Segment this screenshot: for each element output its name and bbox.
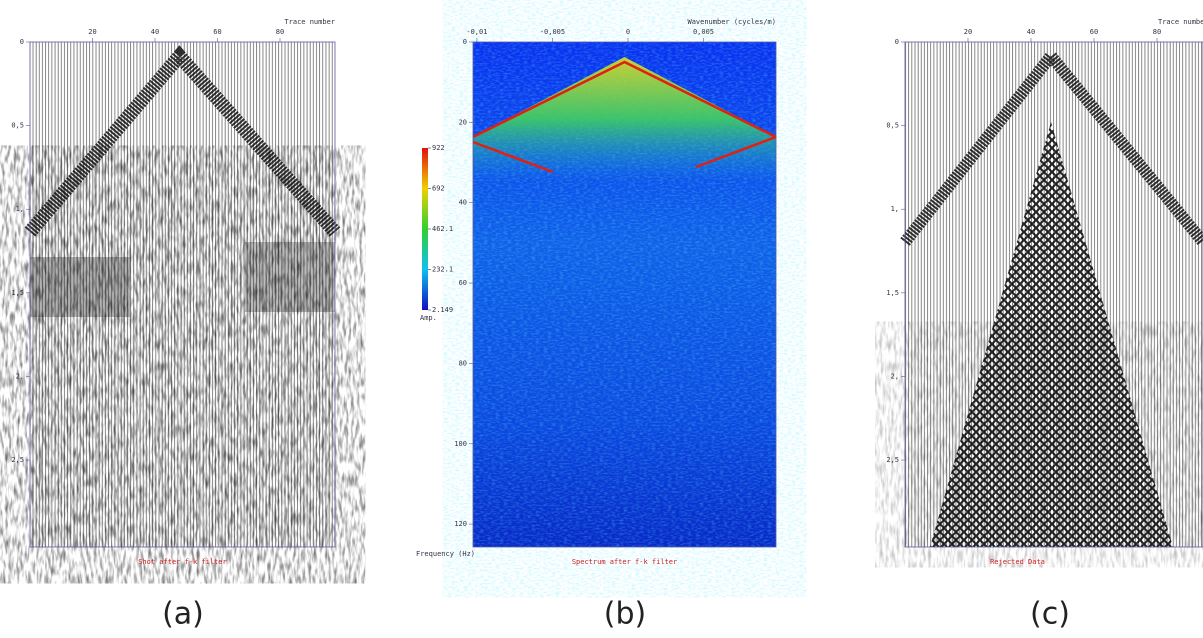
panel-label: (c) — [1030, 597, 1070, 632]
x-tick-label: 80 — [276, 28, 284, 36]
x-tick-label: 60 — [1090, 28, 1098, 36]
caption: Shot after f-k filter — [138, 558, 227, 566]
colorbar-label: 922 — [432, 144, 445, 152]
colorbar-label: 462.1 — [432, 225, 453, 233]
y-axis-label: Frequency (Hz) — [416, 550, 475, 558]
cone — [473, 57, 776, 182]
panel-label: (a) — [162, 597, 204, 632]
colorbar-label: 232.1 — [432, 266, 453, 274]
x-tick-label: 40 — [151, 28, 159, 36]
y-tick-label: 0 — [463, 38, 467, 46]
colorbar — [422, 148, 428, 310]
noise — [30, 182, 335, 547]
x-tick-label: 0,005 — [693, 28, 714, 36]
y-tick-label: 100 — [454, 440, 467, 448]
panel-label: (b) — [604, 597, 646, 632]
x-tick-label: 40 — [1027, 28, 1035, 36]
x-tick-label: 80 — [1153, 28, 1161, 36]
y-tick-label: 0,5 — [11, 122, 24, 130]
y-tick-label: 2, — [16, 372, 24, 380]
band — [245, 242, 335, 312]
plot-frame — [904, 41, 1203, 548]
x-tick-label: 20 — [964, 28, 972, 36]
plot-frame — [472, 41, 777, 548]
x-tick-label: 60 — [213, 28, 221, 36]
band — [30, 257, 130, 317]
y-tick-label: 0 — [895, 38, 899, 46]
y-tick-label: 40 — [459, 199, 467, 207]
x-tick-label: -0,005 — [540, 28, 565, 36]
y-tick-label: 2, — [891, 372, 899, 380]
y-tick-label: 2,5 — [11, 456, 24, 464]
x-tick-label: 20 — [88, 28, 96, 36]
colorbar-label: 2.149 — [432, 306, 453, 314]
colorbar-label: 692 — [432, 185, 445, 193]
y-tick-label: 1,5 — [886, 289, 899, 297]
y-tick-label: 1, — [16, 205, 24, 213]
x-axis-label: Trace number — [284, 18, 335, 26]
y-tick-label: 60 — [459, 279, 467, 287]
x-tick-label: 0 — [626, 28, 630, 36]
y-tick-label: 1, — [891, 205, 899, 213]
colorbar-title: Amp. — [420, 314, 437, 322]
y-tick-label: 80 — [459, 359, 467, 367]
x-axis-label: Wavenumber (cycles/m) — [687, 18, 776, 26]
first-break — [24, 45, 341, 237]
y-tick-label: 1,5 — [11, 289, 24, 297]
y-tick-label: 2,5 — [886, 456, 899, 464]
x-tick-label: -0,01 — [466, 28, 487, 36]
dispersion — [472, 60, 777, 174]
y-tick-label: 0,5 — [886, 122, 899, 130]
caption: Rejected Data — [990, 558, 1045, 566]
caption: Spectrum after f-k filter — [572, 558, 677, 566]
ground-roll — [930, 122, 1173, 547]
x-axis-label: Trace number — [1158, 18, 1203, 26]
y-tick-label: 120 — [454, 520, 467, 528]
y-tick-label: 0 — [20, 38, 24, 46]
y-tick-label: 20 — [459, 118, 467, 126]
plot-frame — [29, 41, 336, 548]
